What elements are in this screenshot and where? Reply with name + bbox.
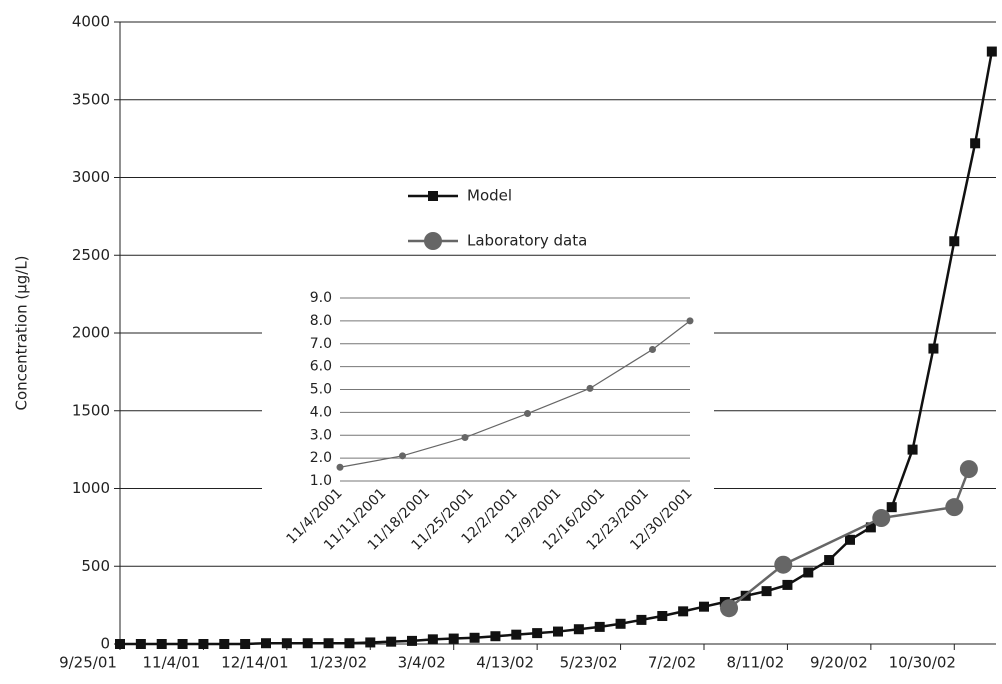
marker <box>686 317 694 325</box>
marker <box>824 555 835 566</box>
marker <box>649 345 656 353</box>
main-plot: 0 500 1000 1500 2000 2500 3000 3500 4000 9/25/01 1… <box>59 13 996 672</box>
legend-marker <box>424 232 442 250</box>
marker <box>399 452 406 460</box>
marker <box>970 138 981 149</box>
marker <box>198 639 209 649</box>
y-tick-label: 1000 <box>72 479 110 497</box>
marker <box>240 639 251 649</box>
y-tick-label: 0 <box>100 635 110 653</box>
y-tick-label: 9.0 <box>310 290 332 306</box>
marker <box>490 631 501 642</box>
marker <box>945 498 964 517</box>
marker <box>774 555 793 574</box>
marker <box>907 444 918 455</box>
marker <box>886 502 897 513</box>
marker <box>720 599 739 618</box>
legend-label: Model <box>467 187 512 205</box>
y-tick-label: 3000 <box>72 168 110 186</box>
y-tick-label: 2000 <box>72 324 110 342</box>
marker <box>959 460 978 479</box>
y-tick-label: 4000 <box>72 13 110 31</box>
marker <box>761 586 772 597</box>
marker <box>615 618 626 629</box>
marker <box>594 621 605 632</box>
x-tick-label: 7/2/02 <box>648 654 696 672</box>
marker <box>511 629 522 640</box>
marker <box>386 636 397 647</box>
marker <box>115 639 125 649</box>
marker <box>302 638 313 649</box>
marker <box>865 522 876 533</box>
marker <box>336 463 344 471</box>
main-series: Model Laboratory data <box>115 46 997 649</box>
marker <box>573 624 584 635</box>
x-tick-label: 8/11/02 <box>727 654 785 672</box>
marker <box>803 567 814 578</box>
marker <box>782 579 793 590</box>
inset-background <box>262 290 714 552</box>
marker <box>365 637 376 648</box>
x-tick-label: 5/23/02 <box>560 654 618 672</box>
y-tick-label: 3500 <box>72 90 110 108</box>
y-tick-label: 4.0 <box>310 404 332 420</box>
x-tick-label: 11/4/01 <box>143 654 201 672</box>
x-tick-label: 3/4/02 <box>398 654 446 672</box>
marker <box>461 434 469 442</box>
y-tick-label: 3.0 <box>310 427 332 443</box>
legend-marker <box>428 191 438 201</box>
marker <box>524 410 531 418</box>
y-tick-label: 5.0 <box>310 382 332 398</box>
marker <box>678 606 689 617</box>
marker <box>845 534 855 545</box>
marker <box>281 638 292 649</box>
marker <box>427 634 438 645</box>
marker <box>177 639 188 649</box>
marker <box>219 639 230 649</box>
y-tick-label: 7.0 <box>310 336 332 352</box>
marker <box>699 601 709 612</box>
marker <box>448 633 459 644</box>
marker <box>407 635 417 646</box>
marker <box>135 639 146 649</box>
legend-label: Laboratory data <box>467 232 587 250</box>
y-tick-label: 500 <box>81 557 110 575</box>
x-tick-label: 12/14/01 <box>221 654 288 672</box>
y-tick-label: 1500 <box>72 401 110 419</box>
x-tick-label: 10/30/02 <box>889 654 956 672</box>
marker <box>261 638 271 649</box>
marker <box>986 46 997 57</box>
y-tick-label: 1.0 <box>310 473 332 489</box>
y-tick-label: 2.0 <box>310 450 332 466</box>
marker <box>469 632 480 643</box>
marker <box>156 639 167 649</box>
marker <box>636 614 647 625</box>
y-axis-label: Concentration (µg/L) <box>13 255 31 410</box>
y-tick-label: 6.0 <box>310 359 332 375</box>
marker <box>949 236 960 247</box>
marker <box>323 638 334 649</box>
marker <box>657 611 668 622</box>
y-tick-label: 2500 <box>72 246 110 264</box>
y-tick-label: 8.0 <box>310 313 332 329</box>
marker <box>872 509 891 528</box>
marker <box>586 384 594 392</box>
x-tick-label: 9/20/02 <box>810 654 868 672</box>
marker <box>344 638 355 649</box>
marker <box>928 343 939 354</box>
x-tick-label: 1/23/02 <box>309 654 367 672</box>
x-tick-label: 9/25/01 <box>59 654 117 672</box>
marker <box>532 628 543 639</box>
x-tick-label: 4/13/02 <box>476 654 534 672</box>
marker <box>553 626 563 637</box>
